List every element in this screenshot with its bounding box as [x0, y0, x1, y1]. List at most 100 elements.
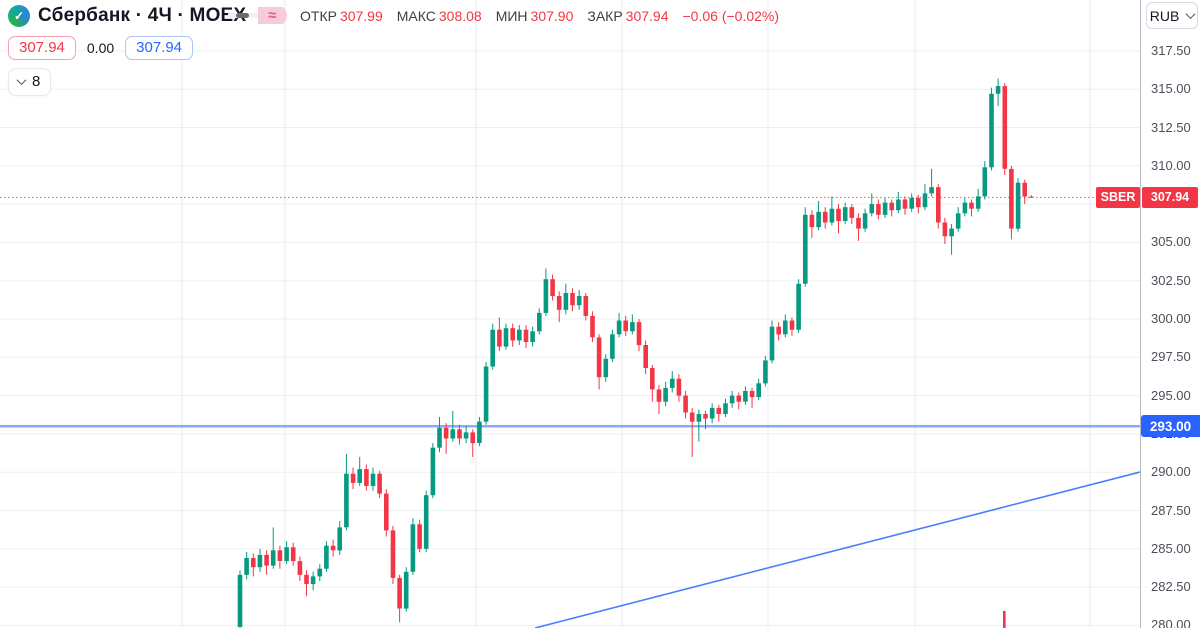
candle-body: [776, 326, 781, 335]
candle-body: [510, 328, 515, 341]
candle-body: [423, 495, 429, 549]
close-value: 307.94: [625, 8, 669, 24]
price-axis[interactable]: RUB 317.50315.00312.50310.00307.50305.00…: [1140, 0, 1200, 628]
candle-body: [876, 204, 881, 215]
candle-body: [676, 378, 682, 396]
open-label: ОТКР: [300, 8, 337, 24]
candle-body: [523, 329, 529, 342]
buy-button[interactable]: 307.94: [125, 35, 194, 60]
candle-body: [769, 326, 775, 361]
candle-body: [889, 202, 894, 211]
candle-body: [922, 193, 928, 208]
candle-body: [849, 207, 855, 218]
candle-body: [803, 214, 808, 284]
candle-body: [357, 469, 362, 483]
candle-body: [463, 432, 469, 439]
candle-body: [829, 208, 835, 223]
candlestick-chart-canvas[interactable]: [0, 0, 1140, 628]
y-axis-tick-label: 300.00: [1151, 311, 1191, 326]
candle-body: [470, 432, 475, 444]
symbol-title[interactable]: Сбербанк · 4Ч · MOEX: [38, 5, 247, 26]
candle-body: [783, 320, 788, 335]
y-axis-tick-label: 317.50: [1151, 42, 1191, 58]
candle-body: [862, 213, 868, 229]
candle-body: [543, 279, 549, 313]
ticker-badge: SBER: [1096, 186, 1140, 208]
low-label: МИН: [495, 8, 528, 24]
candle-body: [650, 368, 655, 390]
candle-body: [270, 550, 276, 566]
candle-body: [290, 547, 296, 562]
candle-body: [736, 395, 742, 402]
trend-line[interactable]: [534, 471, 1140, 628]
candle-body: [337, 527, 342, 551]
candle-body: [636, 322, 642, 346]
currency-dropdown[interactable]: RUB: [1146, 2, 1198, 29]
y-axis-tick-label: 280.00: [1151, 617, 1191, 628]
candle-body: [297, 561, 303, 575]
candle-body: [304, 574, 309, 584]
low-stat: МИН 307.90: [496, 8, 574, 24]
candle-body: [796, 283, 801, 330]
candle-body: [364, 469, 369, 486]
y-axis-tick-label: 285.00: [1151, 540, 1191, 556]
candle-body: [390, 530, 396, 578]
candle-body: [1009, 168, 1014, 229]
candle-body: [537, 312, 542, 332]
candle-body: [530, 331, 535, 342]
candle-body: [995, 86, 1001, 94]
chevron-down-icon: [16, 75, 27, 86]
candle-body: [251, 558, 256, 568]
candle-body: [477, 421, 482, 443]
candle-body: [949, 228, 954, 237]
volume-bar: [1003, 611, 1006, 628]
chevron-down-icon: [1185, 9, 1196, 20]
candle-body: [689, 412, 695, 422]
low-value: 307.90: [530, 8, 574, 24]
candle-body: [556, 296, 562, 310]
candle-body: [277, 550, 283, 561]
level-price-label[interactable]: 293.00: [1141, 415, 1200, 438]
y-axis-tick-label: 297.50: [1151, 349, 1191, 365]
candle-body: [630, 322, 635, 332]
candle-body: [989, 93, 994, 168]
high-label: МАКС: [396, 8, 436, 24]
collapse-indicators-button[interactable]: 8: [8, 68, 52, 96]
candle-body: [696, 414, 702, 422]
y-axis-tick-label: 290.00: [1151, 464, 1191, 480]
candle-body: [563, 293, 569, 310]
candle-body: [623, 320, 628, 332]
close-stat: ЗАКР 307.94: [587, 8, 668, 24]
close-label: ЗАКР: [587, 8, 623, 24]
chart-style-toggle[interactable]: ≈: [228, 5, 287, 26]
dash-toggle-icon[interactable]: [228, 13, 258, 18]
candle-body: [497, 329, 502, 347]
candle-body: [517, 329, 522, 341]
candle-body: [643, 345, 648, 368]
candle-body: [583, 296, 589, 316]
candle-body: [310, 576, 316, 585]
candle-body: [610, 334, 615, 359]
sberbank-logo-icon: ✓: [8, 5, 30, 27]
candle-body: [1022, 182, 1027, 197]
y-axis-tick-label: 287.50: [1151, 502, 1191, 518]
candle-body: [616, 320, 622, 335]
candle-body: [590, 315, 595, 338]
object-tree-row: 8: [8, 68, 52, 96]
candle-body: [1002, 86, 1008, 169]
dash-icon: [236, 13, 250, 18]
candle-body: [916, 198, 921, 208]
sell-button[interactable]: 307.94: [8, 35, 76, 60]
y-axis-tick-label: 282.50: [1151, 579, 1191, 595]
indicator-count: 8: [32, 73, 41, 90]
candle-body: [570, 293, 575, 306]
candle-body: [350, 473, 356, 483]
trade-buttons: 307.94 0.00 307.94: [8, 34, 194, 61]
candle-body: [743, 391, 748, 402]
y-axis-tick-label: 312.50: [1151, 119, 1191, 135]
candle-body: [869, 204, 875, 214]
candle-body: [437, 427, 442, 448]
approx-toggle-icon[interactable]: ≈: [257, 7, 287, 24]
candle-body: [955, 213, 961, 229]
candle-body: [822, 211, 828, 223]
